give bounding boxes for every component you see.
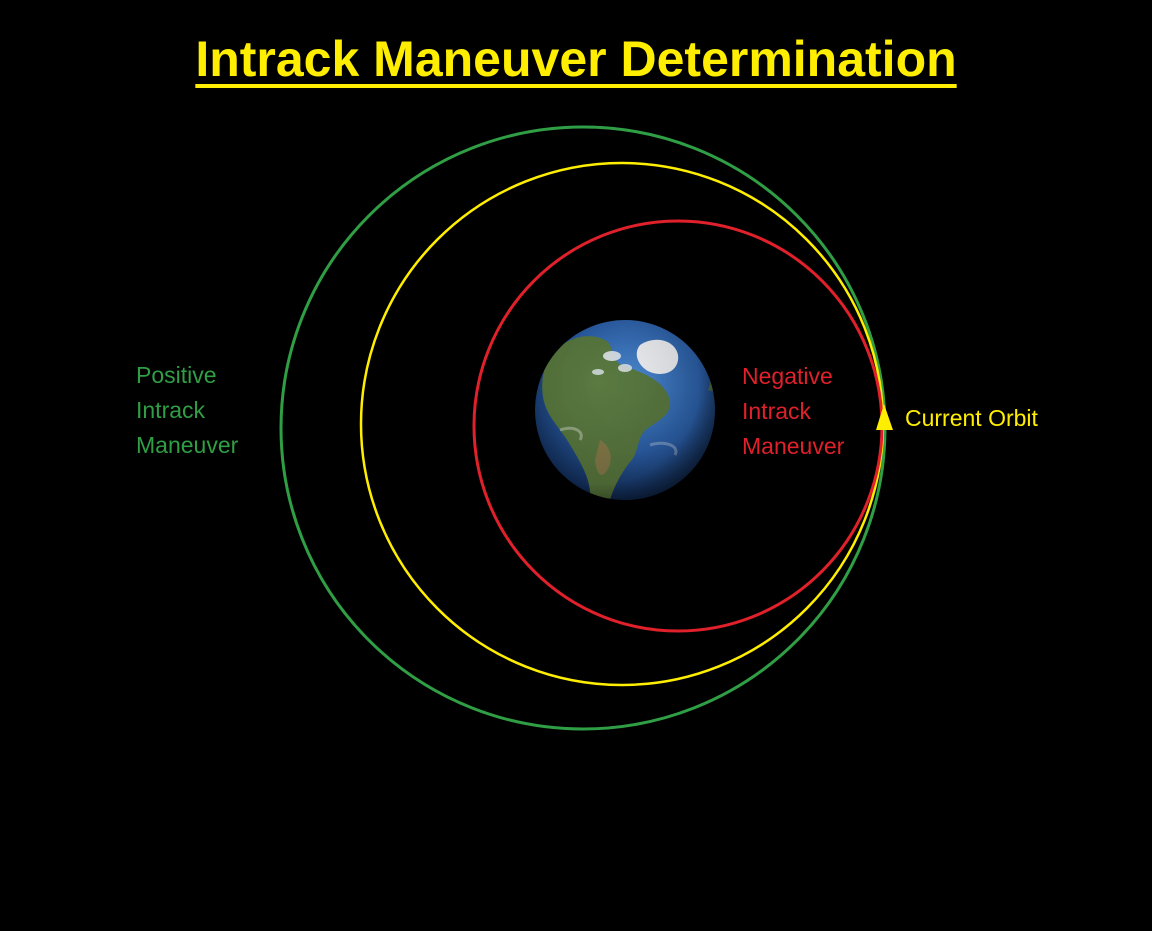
positive-label-line: Positive bbox=[136, 362, 217, 388]
positive-intrack-maneuver-label: Positive Intrack Maneuver bbox=[136, 358, 238, 463]
current-orbit-label: Current Orbit bbox=[905, 401, 1038, 436]
positive-label-line: Intrack bbox=[136, 397, 206, 423]
satellite-triangle-icon bbox=[876, 404, 893, 430]
negative-label-line: Maneuver bbox=[742, 433, 845, 459]
current-label-text: Current Orbit bbox=[905, 405, 1038, 431]
page-title: Intrack Maneuver Determination bbox=[195, 31, 957, 87]
negative-intrack-maneuver-label: Negative Intrack Maneuver bbox=[742, 359, 844, 464]
positive-label-line: Maneuver bbox=[136, 432, 239, 458]
negative-label-line: Intrack bbox=[742, 398, 812, 424]
earth-globe-icon bbox=[535, 320, 715, 500]
negative-label-line: Negative bbox=[742, 363, 833, 389]
